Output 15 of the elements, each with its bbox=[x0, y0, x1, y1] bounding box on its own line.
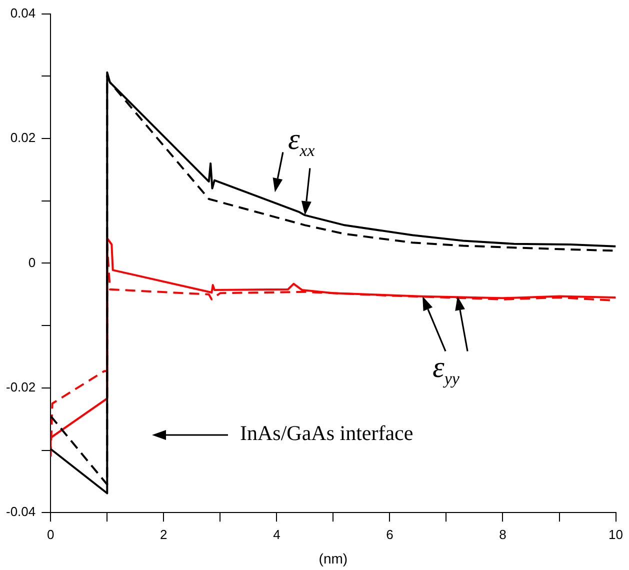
annotation: ε$_{yy}$ bbox=[432, 351, 460, 390]
annotation: InAs/GaAs interface bbox=[240, 421, 414, 446]
annotation: ε$_{xx}$ bbox=[288, 123, 315, 162]
y-tick-label: 0 bbox=[28, 254, 36, 270]
x-tick-label: 4 bbox=[273, 526, 280, 542]
x-tick-label: 6 bbox=[386, 526, 394, 542]
x-tick-label: 8 bbox=[499, 526, 506, 542]
y-tick-label: 0.02 bbox=[10, 130, 36, 146]
y-tick-label: 0.04 bbox=[10, 5, 36, 20]
x-tick-label: 10 bbox=[608, 526, 624, 542]
y-tick-label: -0.02 bbox=[6, 379, 36, 394]
x-tick-label: 2 bbox=[160, 526, 168, 542]
x-tick-label: 0 bbox=[47, 526, 54, 542]
y-tick-label: -0.04 bbox=[6, 504, 36, 520]
x-axis-title: (nm) bbox=[318, 550, 348, 566]
